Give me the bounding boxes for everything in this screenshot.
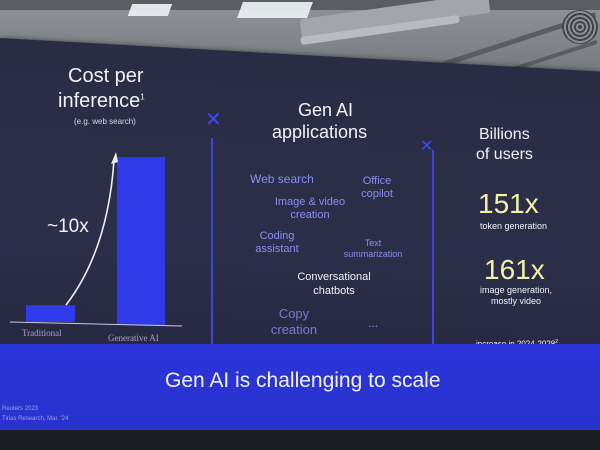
app-office-copilot: Office copilot xyxy=(361,175,393,200)
app-text-summarization: Text summarization xyxy=(343,238,403,260)
x-icon: ✕ xyxy=(205,109,222,131)
app-web-search: Web search xyxy=(250,172,314,186)
col3-title-line1: Billions xyxy=(479,126,530,143)
arrow-head-icon xyxy=(111,152,118,164)
app-more: ... xyxy=(368,316,379,330)
col1-title-text: inference xyxy=(58,90,141,112)
source-1: Reuters 2023 xyxy=(2,406,39,412)
app-copy-creation: Copy creation xyxy=(270,306,318,338)
bar-traditional xyxy=(26,305,75,322)
source-2: Tirias Research, Mar. '24 xyxy=(2,416,69,422)
footnote-mark: 1 xyxy=(140,92,145,102)
col2-title-line1: Gen AI xyxy=(298,100,354,120)
stat-image-label-line1: image generation, xyxy=(480,285,553,295)
headline: Gen AI is challenging to scale xyxy=(165,369,441,392)
multiplier-label: ~10x xyxy=(47,216,89,237)
stat-token-label: token generation xyxy=(480,221,548,231)
divider-right xyxy=(432,150,434,358)
bar-label-traditional: Traditional xyxy=(22,328,62,338)
divider-left xyxy=(211,138,213,344)
floor xyxy=(0,430,600,450)
bar-generative-ai xyxy=(117,157,165,325)
headline-banner: Gen AI is challenging to scale Reuters 2… xyxy=(0,344,600,434)
col2-title-line2: applications xyxy=(272,122,368,142)
col1-title-line2: inference1 xyxy=(58,90,145,113)
stat-image-label-line2: mostly video xyxy=(490,296,542,306)
bar-label-generative: Generative AI xyxy=(108,333,159,343)
col3-title-line2: of users xyxy=(476,146,533,163)
stat-image-value: 161x xyxy=(484,254,545,285)
col1-title-line1: Cost per xyxy=(68,65,144,87)
note-mark: 2 xyxy=(555,339,558,345)
ceiling-vent xyxy=(562,10,598,44)
col1-subtitle: (e.g. web search) xyxy=(74,117,136,126)
x-icon: ✕ xyxy=(420,138,434,155)
growth-curve xyxy=(65,159,115,306)
app-image-video: Image & video creation xyxy=(274,196,346,222)
stat-token-value: 151x xyxy=(478,188,539,219)
app-coding-assistant: Coding assistant xyxy=(255,230,299,256)
chart-baseline xyxy=(9,321,183,327)
app-chatbots: Conversational chatbots xyxy=(297,271,371,298)
